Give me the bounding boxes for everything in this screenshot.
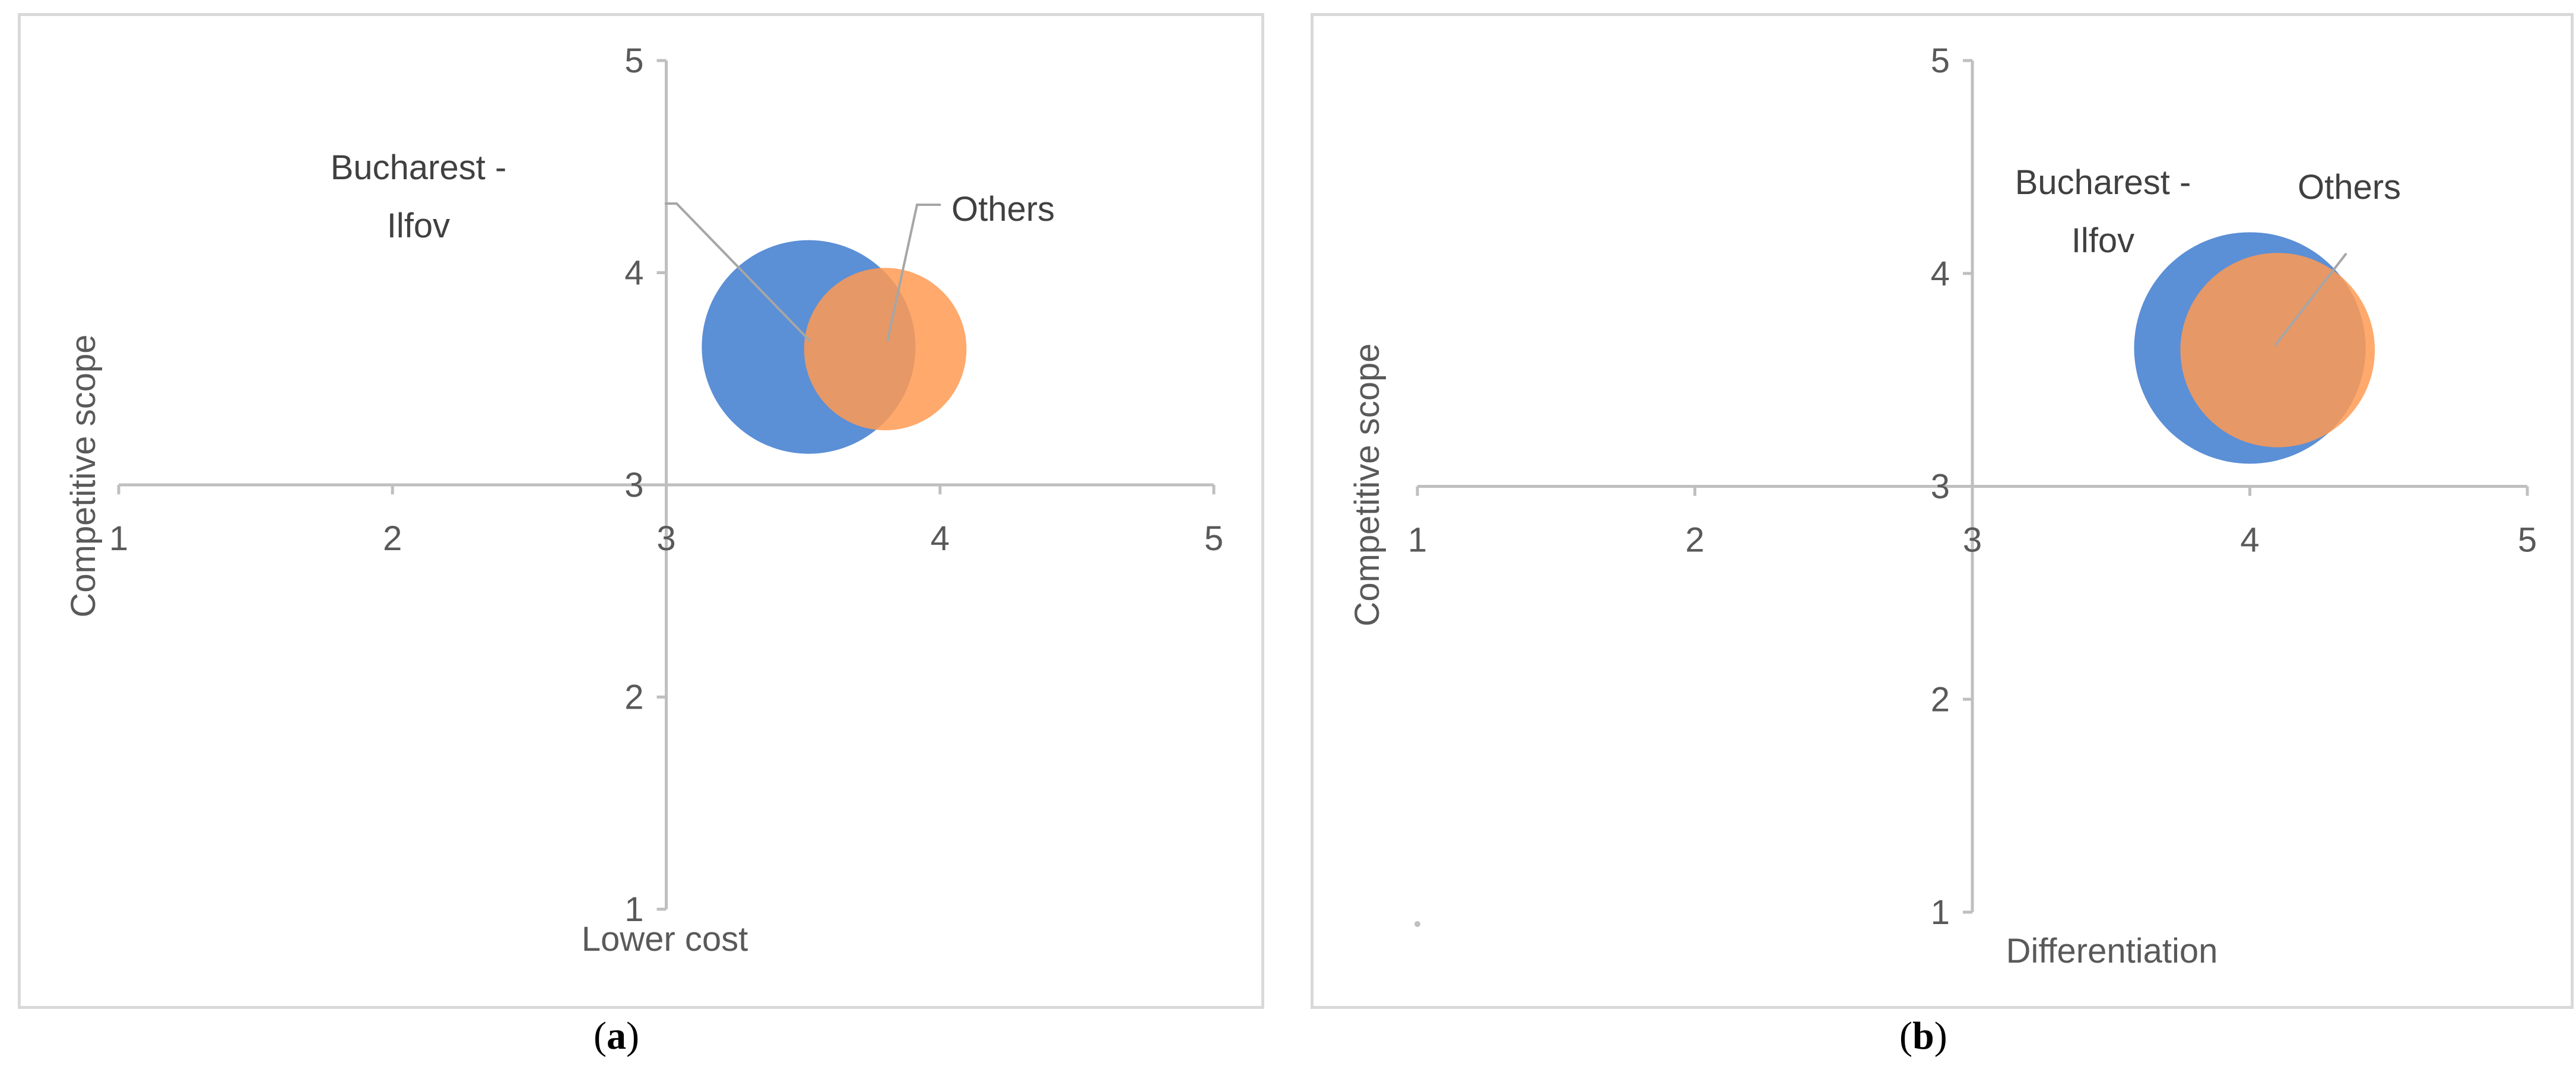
x-axis-title: Lower cost	[582, 920, 748, 958]
bubble-chart-a: 1 2 3 4 5 1 2 3 4 5 Bucharest - Ilfov Others Lower co…	[64, 42, 1223, 958]
x-tick-label: 1	[109, 519, 128, 558]
y-tick-label: 1	[1931, 893, 1950, 932]
chart-panel-b: 1 2 3 4 5 1 2 3 4 5 Bucharest - Ilfov Others Differen…	[1311, 13, 2574, 1009]
y-tick-label: 5	[624, 42, 643, 80]
bubble-label: Bucharest -	[331, 148, 507, 187]
y-tick-label: 4	[624, 254, 643, 293]
bubble-others	[2180, 253, 2375, 447]
y-tick-label: 3	[624, 466, 643, 504]
x-tick-label: 5	[2518, 521, 2537, 560]
leader-line	[2274, 252, 2347, 347]
y-tick-label: 3	[1931, 468, 1950, 506]
x-tick-label: 5	[1204, 519, 1223, 558]
bubble-label: Others	[951, 190, 1055, 228]
caption-b: (b)	[1899, 1014, 1947, 1058]
leader-line	[886, 204, 941, 342]
bubble-chart-b: 1 2 3 4 5 1 2 3 4 5 Bucharest - Ilfov Others Differen…	[1348, 42, 2537, 970]
bubble-label: Ilfov	[2071, 221, 2134, 260]
x-tick-label: 2	[383, 519, 402, 558]
x-tick-label: 3	[656, 519, 675, 558]
y-tick-label: 1	[624, 890, 643, 929]
y-axis-title: Competitive scope	[64, 334, 103, 617]
caption-a: (a)	[594, 1014, 639, 1058]
x-tick-label: 4	[2240, 521, 2259, 560]
y-axis-title: Competitive scope	[1348, 343, 1387, 626]
chart-panel-a: 1 2 3 4 5 1 2 3 4 5 Bucharest - Ilfov Others Lower co…	[18, 13, 1264, 1009]
y-tick-label: 2	[624, 678, 643, 717]
bubble-label: Ilfov	[387, 207, 450, 245]
x-tick-label: 2	[1685, 521, 1704, 560]
y-tick-label: 5	[1931, 42, 1950, 80]
bubble-others	[804, 268, 967, 430]
bubble-label: Bucharest -	[2015, 163, 2191, 202]
bubble-label: Others	[2298, 168, 2401, 207]
y-tick-label: 4	[1931, 255, 1950, 293]
marker-dot	[1414, 921, 1420, 927]
x-tick-label: 4	[931, 519, 950, 558]
x-tick-label: 1	[1408, 521, 1427, 560]
y-tick-label: 2	[1931, 680, 1950, 719]
x-axis-title: Differentiation	[2006, 932, 2218, 970]
leader-line	[665, 202, 811, 342]
x-tick-label: 3	[1963, 521, 1982, 560]
